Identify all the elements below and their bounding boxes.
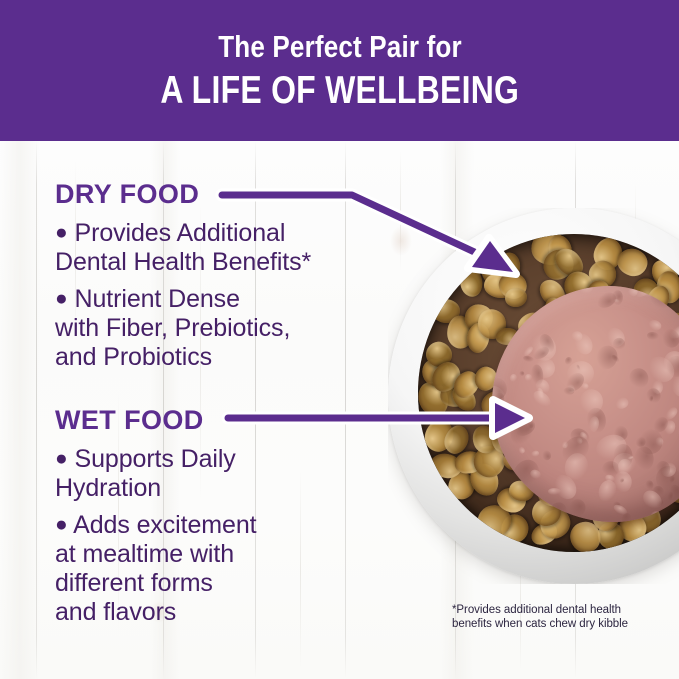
pate-texture-blob (614, 396, 630, 411)
pate-texture-blob (502, 405, 517, 418)
header-title-line-2: A LIFE OF WELLBEING (160, 68, 519, 112)
header-title-line-1: The Perfect Pair for (217, 28, 462, 64)
bullet-wet-2: ● Adds excitement at mealtime with differe… (55, 511, 257, 626)
pet-food-bowl-image (388, 208, 679, 584)
bullet-dot-icon: ● (55, 287, 68, 310)
footnote-line-2: benefits when cats chew dry kibble (452, 618, 629, 630)
footnote-line-1: *Provides additional dental health (452, 604, 622, 616)
pate-texture-blob (617, 458, 633, 476)
plank-seam (163, 141, 164, 679)
pate-texture-blob (518, 370, 525, 377)
pate-texture-blob (576, 286, 596, 297)
pate-texture-blob (666, 491, 674, 502)
footnote-text: *Provides additional dental health benef… (452, 603, 672, 631)
plank-seam (255, 141, 256, 679)
section-heading-wet-food: WET FOOD (55, 405, 204, 435)
pate-texture-blob (646, 331, 659, 341)
pate-texture-blob (492, 408, 504, 430)
bullet-dry-1: ● • Provides AdditionalProvides Addition… (55, 219, 312, 276)
pate-texture-blob (563, 387, 575, 396)
pate-texture-blob (517, 445, 526, 455)
pate-texture-blob (540, 448, 553, 462)
pate-texture-blob (492, 376, 509, 401)
plank-seam (36, 141, 37, 679)
bullet-dry-2: ● Nutrient Dense with Fiber, Prebiotics, a… (55, 285, 291, 371)
pate-texture-blob (522, 354, 535, 363)
pate-texture-blob (647, 318, 663, 333)
bullet-wet-1: ● Supports Daily Hydration (55, 445, 236, 502)
section-heading-dry-food: DRY FOOD (55, 179, 200, 209)
pate-texture-blob (569, 498, 586, 517)
bullet-dot-icon: ● (55, 513, 68, 536)
bullet-dot-icon: ● (55, 221, 68, 244)
benefits-text-column: DRY FOOD ● • Provides AdditionalProvides… (0, 141, 400, 679)
pate-texture-blob (530, 449, 541, 458)
header-banner: The Perfect Pair for A LIFE OF WELLBEING (0, 0, 679, 141)
kibble-piece (457, 265, 484, 299)
pate-texture-blob (508, 373, 518, 384)
pate-texture-blob (530, 364, 544, 386)
plank-seam (345, 141, 346, 679)
bullet-dot-icon: ● (55, 447, 68, 470)
pate-texture-blob (530, 387, 554, 411)
